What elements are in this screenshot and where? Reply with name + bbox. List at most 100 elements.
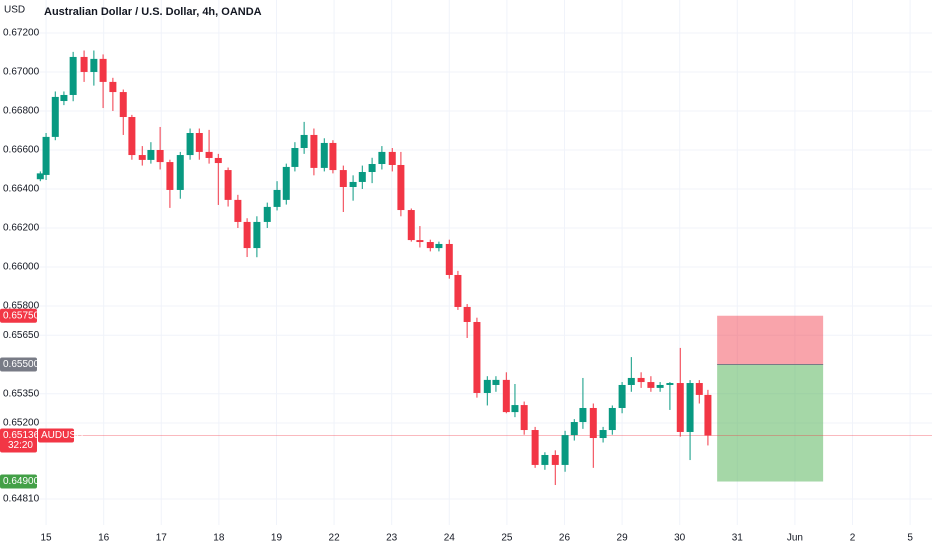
- candle-body: [36, 173, 44, 180]
- candle-body: [454, 274, 462, 307]
- stop-zone: [717, 315, 824, 365]
- y-tick-label: 0.67200: [3, 28, 40, 39]
- candle-body: [69, 56, 77, 95]
- candle-body: [511, 405, 519, 413]
- candle-body: [156, 149, 164, 163]
- axes: 0.67200 0.67000 0.66800 0.66600 0.66400 0.662…: [0, 28, 913, 544]
- candle-body: [60, 94, 68, 102]
- candle-body: [339, 170, 347, 188]
- candle-body: [253, 221, 261, 249]
- y-tick-label: 0.66400: [3, 184, 40, 195]
- candle-body: [608, 407, 616, 431]
- candle-body: [570, 422, 578, 436]
- candle-body: [473, 321, 481, 393]
- x-tick-label: 25: [501, 533, 513, 544]
- candle-body: [273, 189, 281, 207]
- candle-body: [561, 435, 569, 465]
- entry-badge: [0, 357, 37, 372]
- symbol-badge: [38, 428, 74, 443]
- candle-body: [704, 394, 712, 436]
- candle-body: [551, 454, 559, 465]
- candle-body: [320, 142, 328, 168]
- stop-badge-label: 0.65750: [3, 310, 40, 321]
- y-tick-label: 0.64810: [3, 494, 40, 505]
- candle-body: [502, 379, 510, 413]
- candle-body: [99, 58, 107, 82]
- x-tick-label: 19: [271, 533, 283, 544]
- candle-body: [445, 243, 453, 275]
- x-tick-label: 15: [41, 533, 53, 544]
- candle-body: [368, 164, 376, 173]
- candle-body: [186, 133, 194, 156]
- candle-body: [205, 151, 213, 158]
- candle-body: [647, 382, 655, 388]
- candle-body: [416, 240, 424, 243]
- currency-label: USD: [4, 5, 25, 16]
- x-tick-label: 5: [907, 533, 913, 544]
- candle-body: [282, 166, 290, 200]
- candle-body: [599, 430, 607, 439]
- candle-body: [291, 148, 299, 167]
- candle-body: [243, 221, 251, 249]
- candle-body: [42, 136, 50, 175]
- candle-body: [435, 243, 443, 249]
- candle-body: [214, 157, 222, 164]
- target-badge-label: 0.64900: [3, 476, 40, 487]
- candle-body: [166, 162, 174, 190]
- candle-body: [80, 56, 88, 72]
- y-tick-label: 0.65800: [3, 301, 40, 312]
- candle-body: [656, 384, 664, 388]
- candle-body: [224, 170, 232, 200]
- target-badge: [0, 474, 37, 489]
- last-price-badge: [0, 428, 37, 453]
- x-tick-label: 18: [213, 533, 225, 544]
- candle-body: [463, 306, 471, 322]
- candle-body: [378, 151, 386, 165]
- x-tick-label: 30: [674, 533, 686, 544]
- x-tick-label: 31: [732, 533, 744, 544]
- y-tick-label: 0.65650: [3, 330, 40, 341]
- candle-body: [627, 377, 635, 385]
- x-tick-label: 26: [559, 533, 571, 544]
- candle-body: [51, 96, 59, 137]
- y-tick-label: 0.66200: [3, 223, 40, 234]
- candle-body: [109, 81, 117, 93]
- target-zone: [717, 364, 824, 482]
- x-tick-label: 23: [386, 533, 398, 544]
- candle-body: [90, 58, 98, 72]
- candle-body: [195, 133, 203, 152]
- y-tick-label: 0.65200: [3, 418, 40, 429]
- plot: [36, 50, 932, 486]
- candle-body: [310, 134, 318, 168]
- candle-body: [388, 151, 396, 165]
- chart-title: Australian Dollar / U.S. Dollar, 4h, OAN…: [44, 6, 262, 18]
- candle-body: [483, 379, 491, 393]
- candle-body: [531, 430, 539, 465]
- candle-body: [147, 149, 155, 160]
- candle-body: [358, 172, 366, 182]
- candle-body: [695, 383, 703, 395]
- y-tick-label: 0.66800: [3, 106, 40, 117]
- y-tick-label: 0.67000: [3, 67, 40, 78]
- candle-body: [397, 164, 405, 211]
- last-price-label: 0.65136: [3, 430, 40, 441]
- countdown-label: 32:20: [8, 440, 33, 451]
- entry-badge-label: 0.65500: [3, 359, 40, 370]
- candle-body: [119, 92, 127, 118]
- candle-body: [128, 117, 136, 156]
- symbol-label: AUDUSD: [41, 430, 83, 441]
- x-tick-label: 2: [850, 533, 856, 544]
- x-tick-label: 22: [329, 533, 341, 544]
- x-tick-label: 17: [156, 533, 168, 544]
- y-tick-label: 0.66000: [3, 262, 40, 273]
- candle-body: [579, 407, 587, 423]
- candle-body: [520, 405, 528, 431]
- candle-body: [666, 383, 674, 385]
- candle-body: [329, 142, 337, 171]
- candle-body: [176, 155, 184, 190]
- candle-body: [637, 377, 645, 383]
- stop-badge: [0, 308, 37, 323]
- candle-body: [138, 155, 146, 160]
- candle-body: [234, 199, 242, 222]
